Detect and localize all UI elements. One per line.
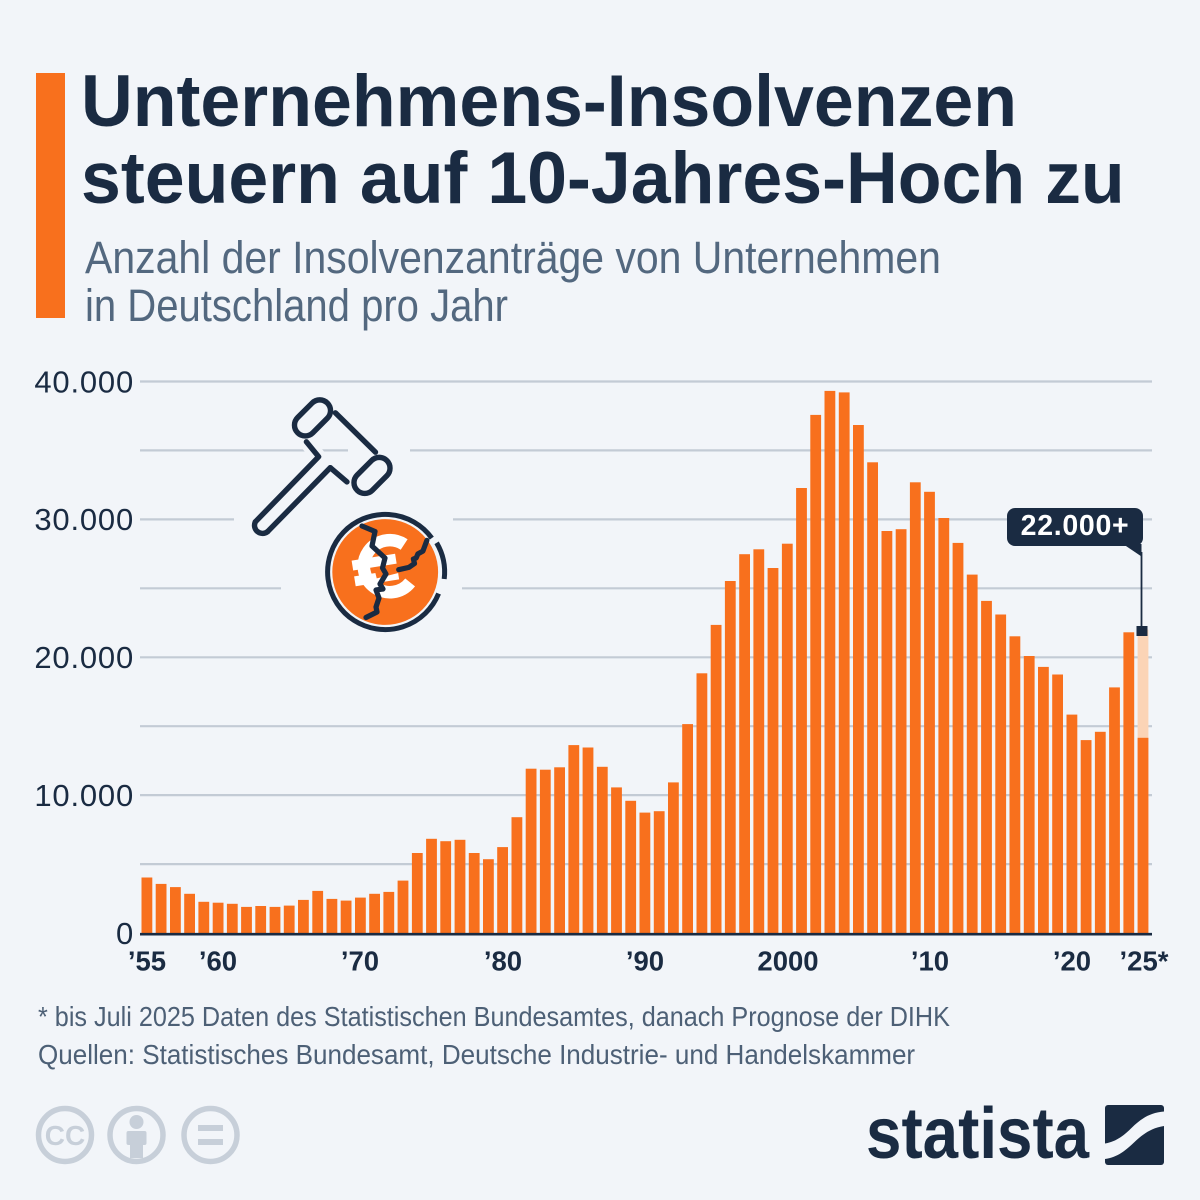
svg-text:CC: CC [45, 1120, 85, 1151]
svg-text:’25*: ’25* [1120, 946, 1169, 977]
svg-text:40.000: 40.000 [34, 364, 134, 399]
svg-text:20.000: 20.000 [34, 640, 134, 675]
svg-text:2000: 2000 [757, 946, 818, 977]
svg-text:’70: ’70 [341, 946, 379, 977]
svg-text:’80: ’80 [484, 946, 522, 977]
svg-text:’20: ’20 [1053, 946, 1091, 977]
svg-text:10.000: 10.000 [34, 778, 134, 813]
svg-text:’10: ’10 [911, 946, 949, 977]
svg-text:0: 0 [116, 916, 134, 951]
svg-text:22.000+: 22.000+ [1021, 510, 1130, 542]
svg-text:’55: ’55 [128, 946, 166, 977]
svg-text:30.000: 30.000 [34, 502, 134, 537]
svg-text:’90: ’90 [626, 946, 664, 977]
svg-text:’60: ’60 [199, 946, 237, 977]
